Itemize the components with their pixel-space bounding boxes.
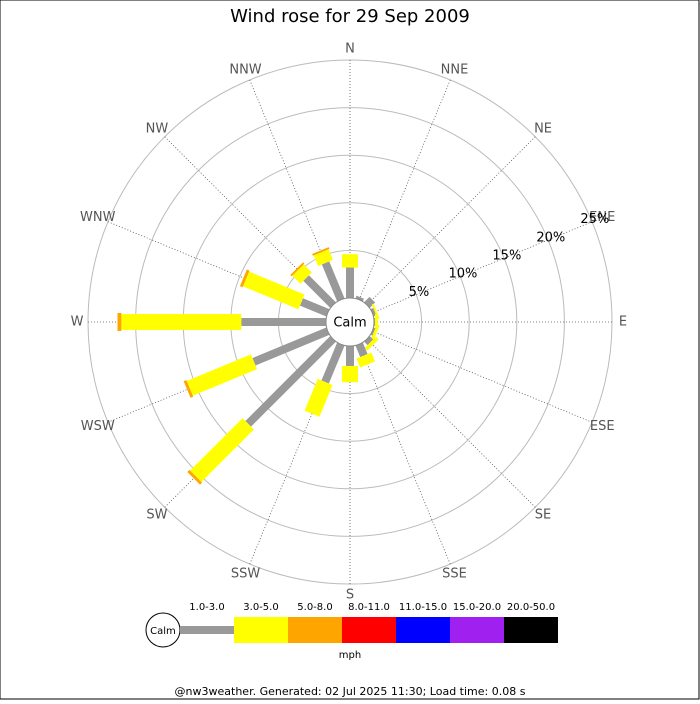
ring-label: 15% [492,249,521,264]
bar-segment [346,267,354,298]
bar-segment [321,342,345,384]
bar-segment [370,327,376,336]
bar-segment [346,346,354,366]
direction-label: WNW [80,210,116,225]
legend-swatch [288,617,342,643]
bar-segment [183,380,194,398]
bar-segment [312,247,330,256]
bar-segment [290,262,305,277]
direction-label: WSW [81,419,115,434]
direction-label: E [619,315,627,330]
ring-label: 5% [409,285,430,300]
bar-segment [186,354,258,396]
spoke [372,221,593,314]
direction-label: NNE [441,62,469,77]
spoke [358,79,451,300]
direction-label: NW [146,121,169,136]
calm-circle [325,297,375,347]
bar-segment [321,261,345,302]
direction-label: W [71,315,84,330]
direction-label: ESE [590,419,615,434]
legend-swatch [180,626,234,634]
direction-label: NE [534,121,552,136]
bar-segment [364,336,374,346]
bar-segment [117,313,122,331]
ring-label: 10% [448,267,477,282]
bar-segment [245,336,336,427]
legend-label: 15.0-20.0 [453,602,501,613]
bar-segment [355,342,368,358]
legend-swatch [450,617,504,643]
bar-segment [242,271,305,310]
bar-segment [241,318,326,326]
direction-label: SSW [231,567,261,582]
unit-label: mph [339,650,361,661]
bar-segment [342,254,358,268]
bar-segment [292,264,312,284]
spoke [366,136,536,306]
bar-segment [364,336,379,351]
spoke [372,330,593,423]
bar-segment [252,327,330,366]
legend-label: 1.0-3.0 [189,602,224,613]
legend-swatch [504,617,558,643]
legend-calm-label: Calm [150,626,176,637]
bar-segment [355,295,364,302]
bar-segment [187,469,203,485]
legend-swatch [234,617,288,643]
legend-label: 8.0-11.0 [348,602,390,613]
legend-swatch [396,617,450,643]
bar-segment [303,275,336,308]
legend-label: 5.0-8.0 [297,602,332,613]
direction-label: S [346,588,354,603]
bar-segment [370,308,377,317]
bar-segment [356,352,375,368]
spoke [358,344,451,565]
calm-label: Calm [333,316,366,331]
direction-label: SW [146,508,167,523]
legend-label: 20.0-50.0 [507,602,555,613]
bar-segment [313,249,333,266]
direction-label: N [345,42,355,57]
direction-label: SSE [442,567,467,582]
legend-swatch [342,617,396,643]
chart-title: Wind rose for 29 Sep 2009 [230,6,470,27]
legend-label: 11.0-15.0 [399,602,447,613]
ring-label: 20% [536,230,565,245]
bar-segment [239,269,250,288]
bar-segment [121,314,242,330]
direction-label: SE [535,508,551,523]
bar-segment [299,298,330,317]
legend-label: 3.0-5.0 [243,602,278,613]
bar-segment [370,324,380,341]
footer: @nw3weather. Generated: 02 Jul 2025 11:3… [175,685,526,698]
ring-label: 25% [580,212,609,227]
direction-label: ENE [589,210,615,225]
direction-label: NNW [229,62,261,77]
bar-segment [304,378,333,417]
bar-segment [190,418,254,482]
spoke [366,338,536,508]
bar-segment [342,365,358,383]
bars [117,247,380,485]
